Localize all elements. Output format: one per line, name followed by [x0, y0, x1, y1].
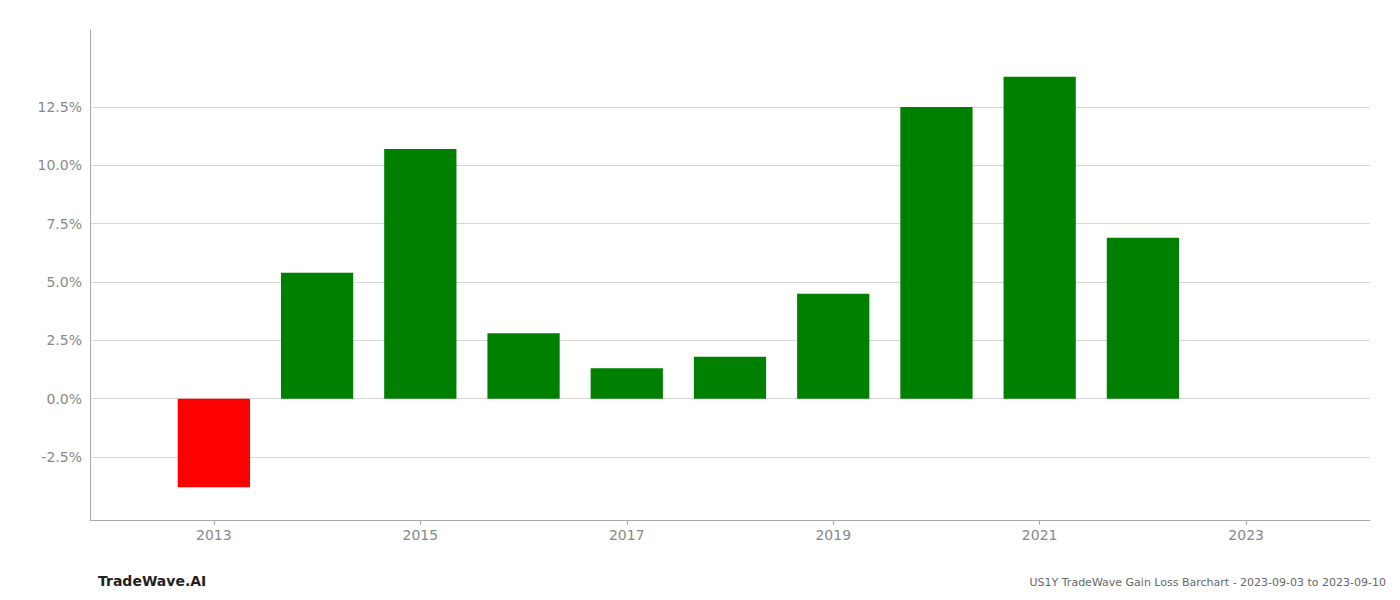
svg-text:TradeWave.AI: TradeWave.AI	[98, 573, 206, 589]
svg-text:2013: 2013	[196, 527, 232, 543]
svg-text:2015: 2015	[403, 527, 439, 543]
svg-text:0.0%: 0.0%	[46, 391, 82, 407]
svg-text:5.0%: 5.0%	[46, 274, 82, 290]
svg-text:10.0%: 10.0%	[38, 157, 82, 173]
svg-text:2019: 2019	[815, 527, 851, 543]
svg-text:-2.5%: -2.5%	[41, 449, 82, 465]
svg-text:2021: 2021	[1022, 527, 1058, 543]
svg-text:7.5%: 7.5%	[46, 216, 82, 232]
svg-text:2.5%: 2.5%	[46, 332, 82, 348]
svg-text:US1Y TradeWave Gain Loss Barch: US1Y TradeWave Gain Loss Barchart - 2023…	[1030, 576, 1386, 589]
svg-text:2023: 2023	[1228, 527, 1264, 543]
svg-text:2017: 2017	[609, 527, 645, 543]
svg-text:12.5%: 12.5%	[38, 99, 82, 115]
